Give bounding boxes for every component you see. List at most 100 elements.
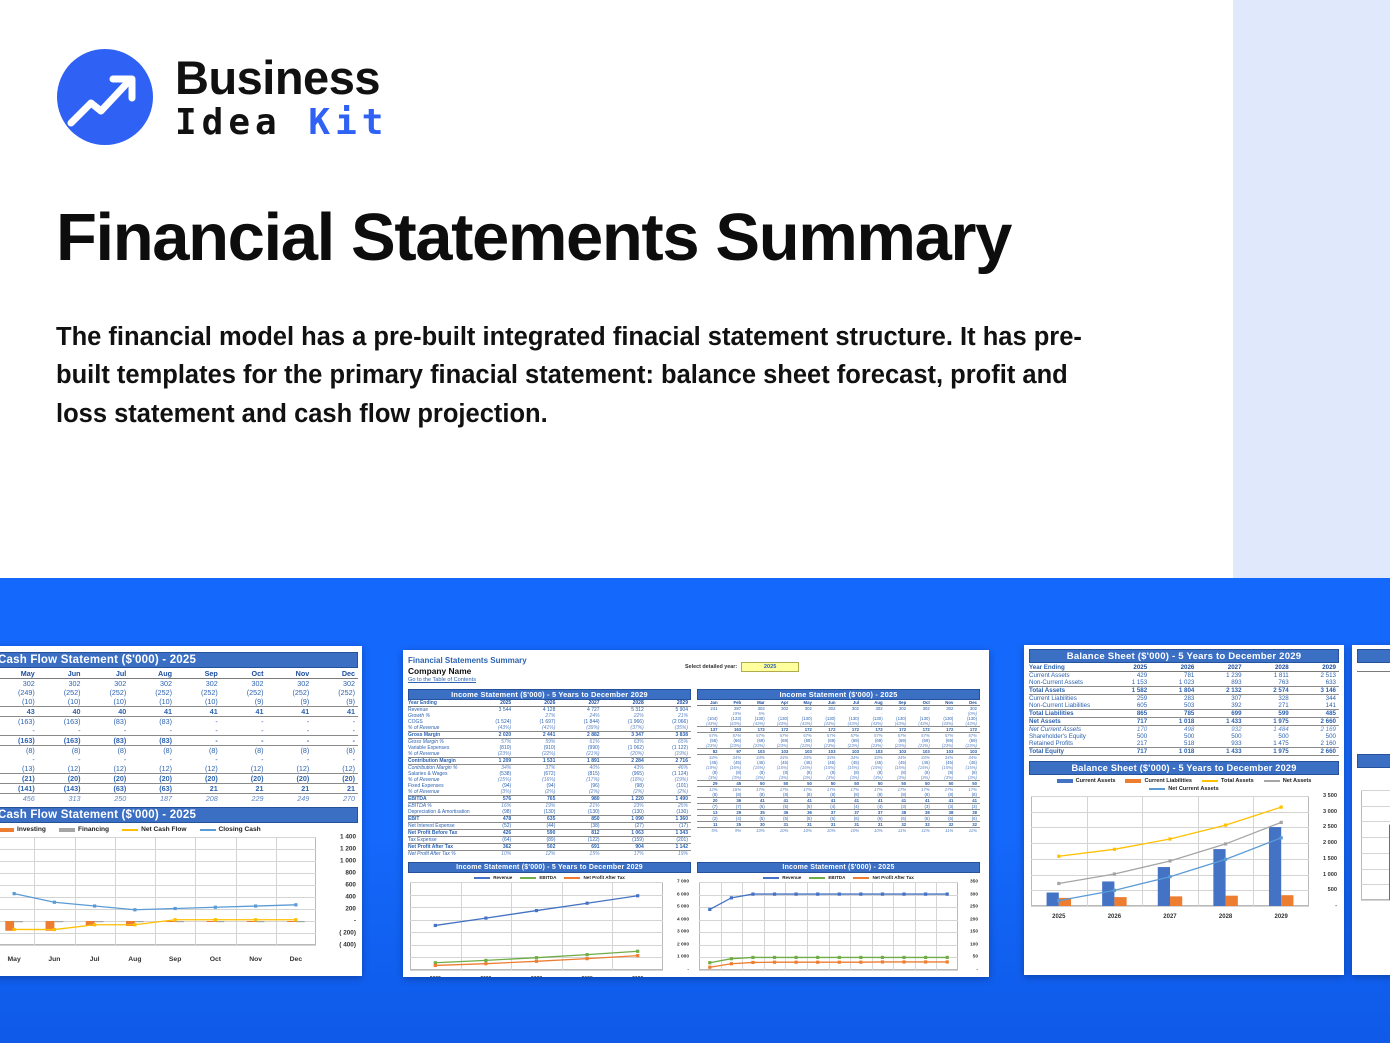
table-cell: 287 (733, 706, 742, 711)
table-row: Current Liabilities 259 283 307 328 344 (1029, 695, 1339, 702)
table-cell: - (123, 755, 127, 764)
table-cell: 362 (470, 843, 515, 851)
row-label: Gross Margin (408, 731, 470, 739)
legend-item: Revenue (763, 875, 801, 880)
table-cell: (10) (204, 697, 218, 706)
table-cell: (15%) (871, 765, 883, 770)
table-cell: 38 (909, 809, 933, 816)
row-label: Contribution Margin (408, 757, 470, 765)
table-cell: (8) (783, 770, 789, 775)
table-cell: 103 (767, 748, 792, 755)
table-cell: (83) (129, 735, 175, 746)
table-cell: 5% (711, 828, 718, 833)
table-cell: (3%) (920, 775, 930, 780)
table-cell: (3%) (779, 775, 789, 780)
table-of-contents-link[interactable]: Go to the Table of Contents (408, 677, 476, 683)
table-cell: 41 (312, 706, 358, 717)
table-cell: (5) (806, 804, 812, 809)
legend-swatch (474, 876, 491, 879)
legend-swatch (1202, 780, 1219, 782)
table-cell: 50 (909, 780, 933, 787)
table-cell: 302 (297, 679, 310, 688)
table-cell: 57% (803, 733, 812, 738)
table-cell: 10% (874, 828, 883, 833)
table-cell: (4) (853, 804, 860, 809)
table-cell: 1 153 (1131, 679, 1148, 686)
table-cell: 103 (744, 748, 768, 755)
table-cell: 17% (756, 787, 765, 792)
table-cell: - (32, 755, 35, 764)
table-row: (19%) (16%) (15%) (15%) (15%) (15%) (15%) (15%)… (697, 765, 980, 770)
table-cell: (20%) (630, 751, 644, 757)
table-cell: 1 433 (1197, 717, 1245, 726)
table-row: (55) (66) (69) (69) (69) (69) (69) (69) (69) (69)… (697, 738, 980, 743)
table-cell: 41 (932, 797, 957, 804)
table-cell: 41 (909, 797, 933, 804)
table-cell: 21 (266, 783, 313, 794)
table-cell: (163) (17, 717, 35, 726)
year-picker-value[interactable]: 2025 (741, 662, 800, 672)
y-tick-label: 800 (345, 869, 356, 877)
table-cell: (8) (712, 770, 718, 775)
table-cell: (69) (804, 738, 812, 743)
table-cell: (0%) (967, 711, 977, 716)
legend-label: Current Liabilities (1144, 778, 1193, 784)
table-cell: 786 (1357, 707, 1390, 714)
table-cell: (69) (969, 738, 977, 743)
table-cell: (8) (712, 792, 718, 797)
table-cell: 41 (862, 797, 886, 804)
legend-label: Total Assets (1221, 778, 1254, 784)
table-cell: 1 360 (646, 815, 691, 823)
table-cell: (252) (109, 688, 127, 697)
table-row: Variable Expenses (810) (910) (990) (1 062) (… (408, 745, 691, 751)
table-cell: 57% (968, 733, 977, 738)
income-company-name: Company Name (408, 666, 472, 676)
table-row: Depreciation & Amortisation (98) (130) (130… (408, 809, 691, 816)
balance-sheet-monthly-screenshot[interactable]: Jan1 1741241 297936927865121 08150012512… (1352, 645, 1390, 975)
table-cell: 34% (850, 755, 860, 760)
table-cell: 1 975 (1244, 717, 1292, 726)
table-cell: 785 (1150, 709, 1198, 718)
table-cell: 137 (697, 726, 721, 733)
table-cell: (130) (778, 716, 789, 721)
income-statement-screenshot[interactable]: Financial Statements Summary Company Nam… (403, 650, 989, 977)
row-label: Total Assets (1029, 686, 1103, 695)
y-tick-label: 1 400 (340, 833, 356, 841)
table-cell: (20) (266, 773, 313, 784)
legend-item: Current Assets (1056, 778, 1115, 784)
balance-sheet-screenshot[interactable]: Balance Sheet ($'000) - 5 Years to Decem… (1024, 645, 1344, 975)
y-tick-label: 400 (345, 893, 356, 901)
legend-swatch (564, 876, 581, 879)
table-cell: 3 146 (1291, 686, 1339, 695)
row-label: Net Profit After Tax % (408, 851, 456, 857)
table-cell: 12% (545, 851, 556, 857)
table-cell: - (951, 711, 954, 716)
table-cell: (63) (129, 783, 175, 794)
legend-swatch (1263, 780, 1280, 782)
table-cell: (252) (246, 688, 264, 697)
x-tick-label: Aug (128, 956, 142, 963)
table-cell: 38 (885, 809, 910, 816)
table-cell: - (78, 755, 81, 764)
table-cell: 50 (838, 780, 863, 787)
table-cell: (98) (634, 783, 644, 789)
table-cell: 19% (677, 851, 688, 857)
table-cell: 103 (885, 748, 910, 755)
table-cell: 500 (1278, 733, 1289, 740)
table-cell: 24% (589, 713, 600, 719)
legend-item: Net Cash Flow (122, 826, 187, 833)
cash-flow-chart-title: Cash Flow Statement ($'000) - 2025 (0, 807, 358, 823)
cash-flow-screenshot[interactable]: Cash Flow Statement ($'000) - 2025 May Ju… (0, 646, 362, 976)
table-header-row: Year Ending 2025 2026 2027 2028 2029 (408, 700, 691, 707)
table-cell: 692 (1357, 700, 1390, 707)
table-cell: (45) (922, 760, 930, 765)
row-label: Depreciation & Amortisation (408, 809, 470, 815)
table-cell: (63) (83, 783, 130, 794)
balance-chart-legend: Current Assets Current Liabilities Total A… (1029, 778, 1339, 792)
table-cell: (143) (37, 783, 84, 794)
table-cell: 37 (838, 809, 863, 816)
table-cell: (104) (707, 716, 718, 721)
table-cell: 302 (205, 679, 218, 688)
table-cell: (3) (948, 804, 954, 809)
table-cell: (130) (632, 809, 644, 815)
